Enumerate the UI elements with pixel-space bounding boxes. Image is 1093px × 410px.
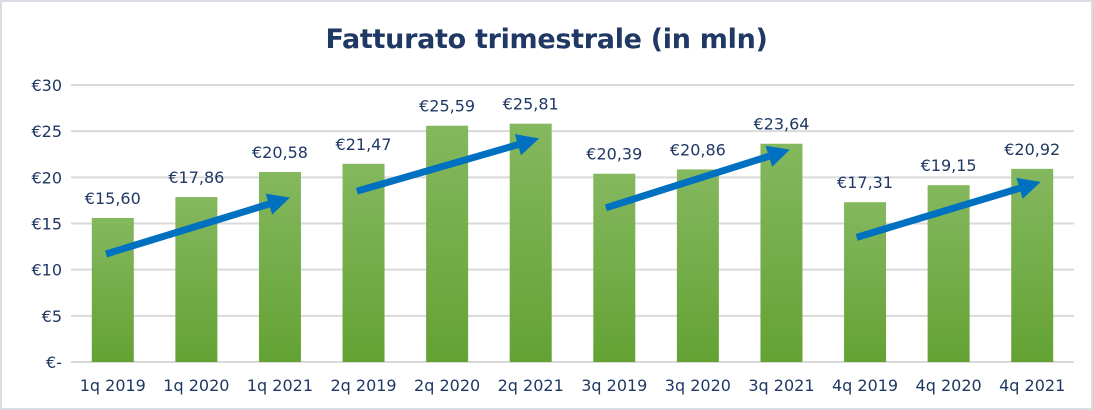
x-tick-label: 1q 2019 [80,376,146,395]
x-tick-label: 4q 2020 [916,376,982,395]
data-label: €17,31 [837,173,893,192]
x-tick-label: 1q 2021 [247,376,313,395]
y-tick-label: €30 [31,76,62,95]
trend-arrow-head [514,134,540,156]
bar [760,143,803,362]
x-tick-label: 3q 2019 [581,376,647,395]
data-label: €25,59 [419,97,475,116]
data-label: €20,92 [1004,140,1060,159]
trend-arrow-shaft [855,184,1021,241]
x-tick-label: 1q 2020 [163,376,229,395]
data-label: €20,58 [252,143,308,162]
y-tick-label: €20 [31,168,62,187]
bar [676,169,719,362]
trend-arrow-shaft [105,200,270,258]
bar [342,163,385,362]
data-label: €20,86 [670,140,726,159]
data-label: €17,86 [168,168,224,187]
trend-arrow-head [265,193,290,215]
data-label: €15,60 [85,189,141,208]
data-label: €23,64 [753,115,809,134]
x-tick-label: 3q 2021 [748,376,814,395]
x-tick-label: 3q 2020 [665,376,731,395]
y-tick-label: €15 [31,215,62,234]
y-tick-label: €10 [31,261,62,280]
bar [1011,168,1054,362]
trend-arrow-head [1016,177,1041,199]
y-tick-label: €5 [42,307,62,326]
data-label: €20,39 [586,145,642,164]
data-label: €19,15 [921,156,977,175]
data-label: €21,47 [336,135,392,154]
bar [844,202,887,362]
trend-arrow-head [765,145,790,167]
y-tick-label: €- [46,353,62,372]
x-tick-label: 2q 2019 [330,376,396,395]
data-label: €25,81 [503,95,559,114]
bar [509,123,552,362]
x-tick-label: 4q 2021 [999,376,1065,395]
x-tick-label: 4q 2019 [832,376,898,395]
x-tick-label: 2q 2021 [498,376,564,395]
chart-title: Fatturato trimestrale (in mln) [325,24,768,55]
trend-arrow-shaft [604,152,770,212]
y-tick-label: €25 [31,122,62,141]
trend-arrow-shaft [355,141,519,195]
x-tick-label: 2q 2020 [414,376,480,395]
bar [91,217,134,362]
